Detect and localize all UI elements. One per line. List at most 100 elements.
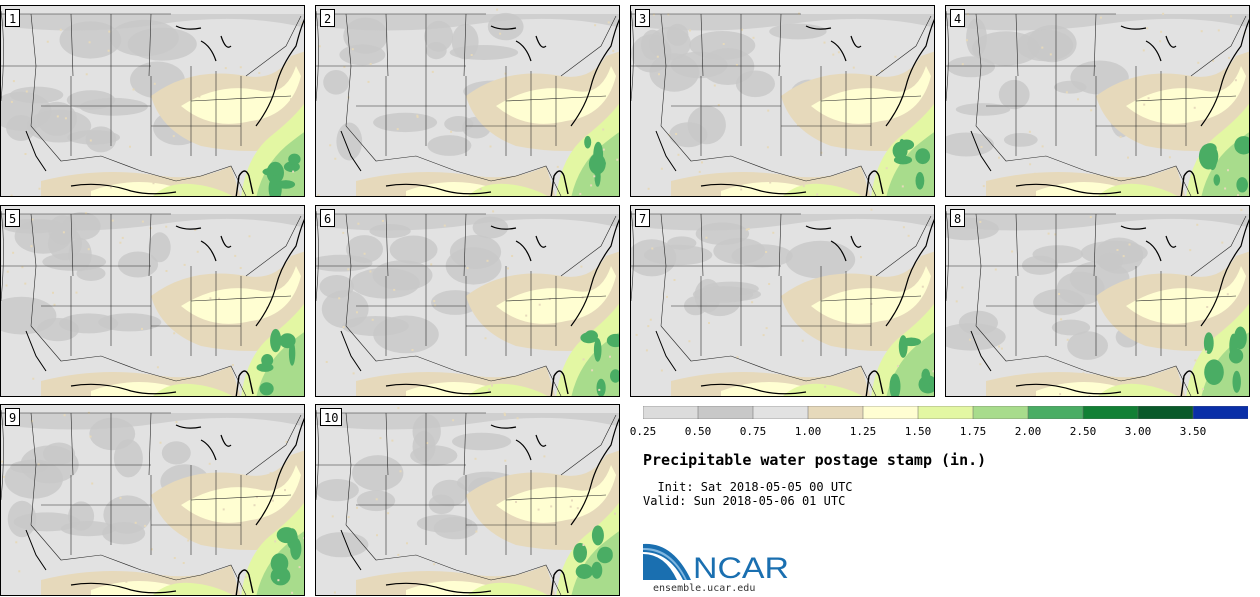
field-speckle	[64, 117, 67, 120]
field-low-pw	[85, 126, 117, 153]
colorbar-segment	[807, 406, 864, 419]
field-2in	[573, 542, 587, 563]
field-low-pw	[643, 244, 713, 266]
logo-text: NCAR	[693, 552, 789, 584]
field-2in	[591, 561, 603, 579]
field-speckle	[1146, 27, 1149, 30]
atlantic-coastline	[255, 18, 304, 127]
field-2in	[596, 378, 606, 396]
boundary-line	[700, 13, 704, 77]
field-1p25in	[91, 182, 176, 196]
member-panel[interactable]: 5	[0, 205, 305, 397]
field-speckle	[329, 144, 332, 147]
member-panel[interactable]: 8	[945, 205, 1250, 397]
field-speckle	[196, 250, 199, 253]
field-speckle	[543, 146, 546, 149]
member-panel[interactable]: 10	[315, 404, 620, 596]
field-2in	[1234, 136, 1249, 155]
field-speckle	[504, 414, 506, 416]
field-speckle	[333, 591, 336, 594]
field-speckle	[607, 21, 610, 24]
gulf-coastline	[70, 582, 177, 594]
field-speckle	[1, 460, 4, 463]
field-speckle	[234, 254, 237, 257]
colorbar-segment	[1027, 406, 1084, 419]
field-speckle	[598, 388, 601, 391]
field-speckle	[824, 385, 827, 388]
field-speckle	[929, 395, 932, 396]
field-speckle	[740, 188, 743, 191]
field-low-pw	[109, 19, 179, 57]
member-panel[interactable]: 9	[0, 404, 305, 596]
field-speckle	[367, 80, 370, 83]
member-panel[interactable]: 1	[0, 5, 305, 197]
colorbar-tick-label: 2.50	[1069, 425, 1097, 438]
precipitable-water-map	[316, 206, 619, 396]
gulf-coastline	[385, 183, 492, 195]
field-speckle	[645, 349, 648, 352]
field-speckle	[1228, 56, 1230, 59]
field-speckle	[63, 188, 66, 191]
field-low-pw	[148, 232, 171, 263]
field-speckle	[1221, 241, 1224, 244]
field-speckle	[1049, 53, 1052, 56]
field-speckle	[550, 505, 553, 508]
field-speckle	[450, 130, 453, 133]
pacific-coastline	[340, 529, 362, 571]
field-speckle	[253, 504, 256, 507]
field-speckle	[1088, 395, 1091, 396]
boundary-line	[820, 95, 922, 102]
field-speckle	[1168, 156, 1171, 159]
field-speckle	[820, 151, 823, 154]
field-speckle	[717, 104, 720, 106]
boundary-line	[463, 213, 467, 277]
boundary-line	[1015, 213, 1019, 277]
colorbar-tick-label: 3.50	[1179, 425, 1207, 438]
field-speckle	[224, 67, 227, 70]
field-2in	[597, 548, 613, 564]
field-speckle	[1033, 172, 1036, 175]
field-speckle	[635, 333, 638, 336]
field-speckle	[797, 124, 799, 126]
boundary-line	[975, 325, 1192, 396]
field-speckle	[470, 54, 473, 56]
atlantic-coastline	[885, 18, 934, 127]
boundary-line	[660, 325, 877, 396]
field-speckle	[1047, 232, 1050, 235]
field-speckle	[46, 580, 49, 583]
boundary-line	[463, 412, 467, 476]
atlantic-coastline	[570, 417, 619, 526]
field-speckle	[802, 185, 805, 188]
field-speckle	[365, 191, 368, 194]
member-panel[interactable]: 6	[315, 205, 620, 397]
field-speckle	[24, 282, 27, 285]
pacific-coastline	[25, 130, 47, 172]
field-speckle	[31, 218, 34, 221]
member-panel[interactable]: 3	[630, 5, 935, 197]
field-1p25in	[721, 182, 806, 196]
pacific-coastline	[970, 330, 992, 372]
field-low-pw	[412, 430, 436, 463]
site-url[interactable]: ensemble.ucar.edu	[653, 583, 756, 594]
member-panel[interactable]: 4	[945, 5, 1250, 197]
field-speckle	[125, 580, 128, 583]
field-speckle	[347, 516, 350, 519]
field-speckle	[698, 170, 701, 173]
field-speckle	[91, 482, 94, 485]
field-speckle	[658, 73, 660, 76]
field-speckle	[1175, 283, 1177, 286]
field-speckle	[767, 109, 770, 112]
field-speckle	[195, 120, 198, 123]
member-panel[interactable]: 7	[630, 205, 935, 397]
field-speckle	[397, 407, 400, 410]
field-speckle	[998, 345, 1001, 348]
field-speckle	[239, 267, 242, 269]
precipitable-water-map	[946, 206, 1249, 396]
field-speckle	[375, 498, 378, 501]
field-speckle	[363, 252, 366, 255]
field-speckle	[1000, 347, 1003, 350]
florida-coastline	[550, 569, 569, 595]
member-panel[interactable]: 2	[315, 5, 620, 197]
field-speckle	[89, 435, 92, 438]
great-lakes	[490, 424, 547, 461]
